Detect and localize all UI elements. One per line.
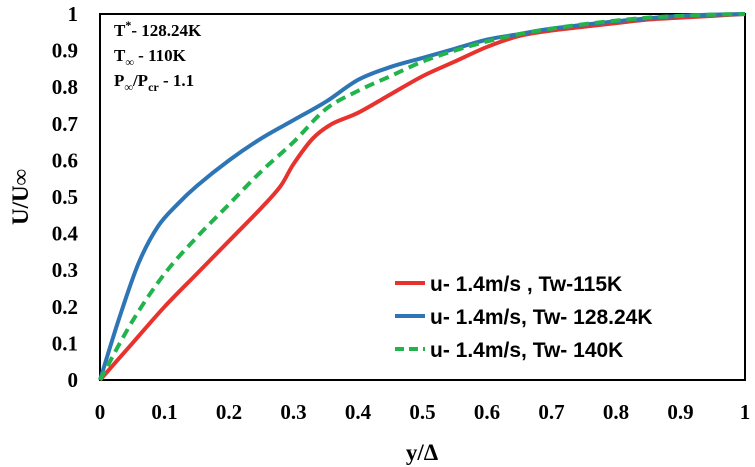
- x-tick-label: 0.8: [603, 400, 629, 424]
- x-tick-label: 0.9: [667, 400, 693, 424]
- y-tick-label: 0.3: [52, 258, 78, 282]
- y-tick-label: 1: [68, 2, 79, 26]
- y-tick-label: 0.2: [52, 295, 78, 319]
- annotation-p-ratio-denominator-subscript: cr: [148, 80, 159, 94]
- x-tick-label: 1: [740, 400, 751, 424]
- annotation-t-star-superscript: *: [125, 18, 131, 32]
- annotation-p-ratio-subscript: ∞: [124, 80, 133, 94]
- y-tick-label: 0.5: [52, 185, 78, 209]
- legend-label-green: u- 1.4m/s, Tw- 140K: [430, 339, 623, 362]
- x-tick-labels: 0 0.1 0.2 0.3 0.4 0.5 0.6 0.7 0.8 0.9 1: [95, 400, 751, 424]
- y-tick-label: 0.8: [52, 75, 78, 99]
- series-layer: [98, 12, 746, 382]
- x-tick-label: 0.5: [409, 400, 435, 424]
- annotation-box: T*- 128.24K T∞ - 110K P∞/Pcr - 1.1: [114, 18, 202, 94]
- annotation-t-star-value: - 128.24K: [131, 21, 202, 40]
- y-tick-label: 0.9: [52, 39, 78, 63]
- annotation-p-ratio-symbol: P: [114, 71, 124, 90]
- legend-label-red: u- 1.4m/s , Tw-115K: [430, 273, 622, 296]
- y-tick-label: 0.4: [52, 222, 79, 246]
- y-tick-label: 0.6: [52, 148, 78, 172]
- legend: u- 1.4m/s , Tw-115K u- 1.4m/s, Tw- 128.2…: [395, 273, 653, 362]
- annotation-p-ratio-denominator: /P: [132, 71, 148, 90]
- x-tick-label: 0.4: [345, 400, 372, 424]
- legend-label-blue: u- 1.4m/s, Tw- 128.24K: [430, 306, 653, 329]
- y-tick-label: 0: [68, 368, 79, 392]
- y-tick-labels: 0 0.1 0.2 0.3 0.4 0.5 0.6 0.7 0.8 0.9 1: [52, 2, 79, 392]
- annotation-p-ratio-value: - 1.1: [159, 71, 194, 90]
- x-axis-title: y/Δ: [406, 440, 439, 465]
- annotation-t-inf: T∞ - 110K: [114, 46, 187, 69]
- annotation-t-inf-subscript: ∞: [125, 55, 134, 69]
- annotation-t-inf-symbol: T: [114, 46, 126, 65]
- y-axis-title: U/U∞: [8, 169, 33, 225]
- annotation-t-star: T*- 128.24K: [114, 18, 202, 40]
- y-tick-label: 0.1: [52, 331, 78, 355]
- x-tick-label: 0.2: [216, 400, 242, 424]
- series-line-2: [98, 12, 746, 381]
- x-tick-label: 0.7: [538, 400, 564, 424]
- x-tick-label: 0.6: [474, 400, 500, 424]
- annotation-t-inf-value: - 110K: [134, 46, 187, 65]
- y-tick-label: 0.7: [52, 112, 78, 136]
- annotation-p-ratio: P∞/Pcr - 1.1: [114, 71, 194, 94]
- annotation-t-star-symbol: T: [114, 21, 126, 40]
- x-tick-label: 0: [95, 400, 106, 424]
- x-tick-label: 0.1: [151, 400, 177, 424]
- x-tick-label: 0.3: [280, 400, 306, 424]
